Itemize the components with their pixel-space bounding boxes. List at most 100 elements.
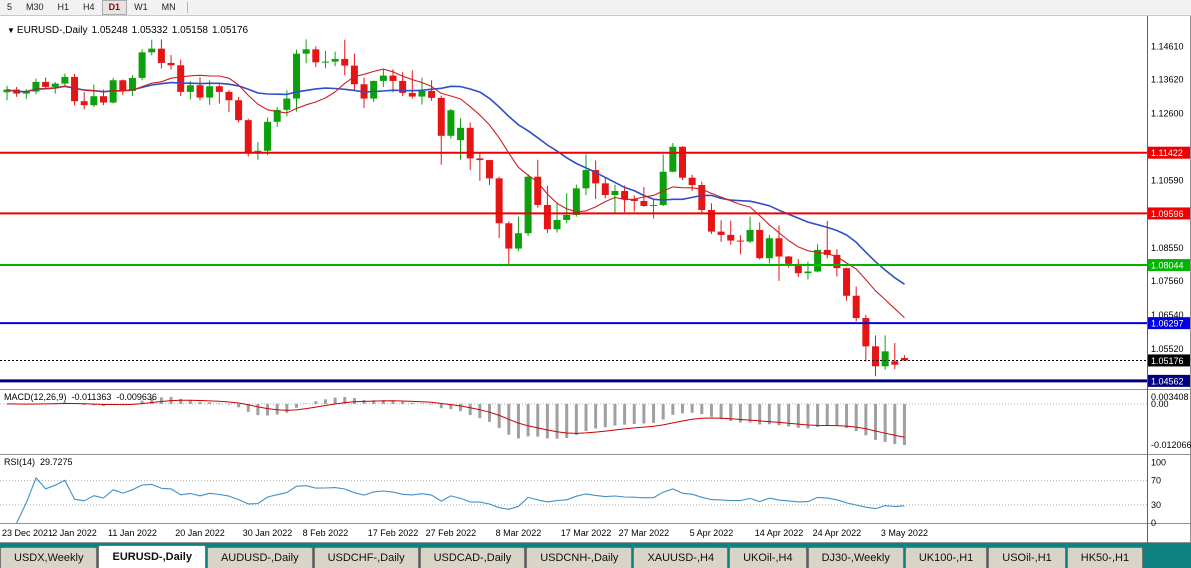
candle-body <box>350 65 358 85</box>
candle-body <box>891 361 899 365</box>
candle-body <box>215 86 223 92</box>
price-axis-label: 1.06540 <box>1151 310 1184 320</box>
timeframe-button-d1[interactable]: D1 <box>101 0 128 15</box>
candle-body <box>621 191 629 199</box>
symbol-dropdown-icon[interactable]: ▼ <box>7 26 15 35</box>
candle-body <box>852 295 860 319</box>
price-axis-label: 1.12600 <box>1151 109 1184 119</box>
macd-main-value: -0.011363 <box>71 392 112 402</box>
price-axis-label: 1.13620 <box>1151 75 1184 85</box>
date-label: 17 Feb 2022 <box>368 528 419 538</box>
level-badge-label: 1.11422 <box>1151 148 1183 158</box>
candle-body <box>71 76 79 102</box>
date-label: 11 Jan 2022 <box>108 528 157 538</box>
candle-body <box>553 219 561 230</box>
timeframe-button-mn[interactable]: MN <box>161 2 176 12</box>
candle-body <box>900 358 908 361</box>
chart-tab-usdchf-daily[interactable]: USDCHF-,Daily <box>313 547 419 568</box>
candle-body <box>447 110 455 136</box>
candle-body <box>399 80 407 93</box>
timeframe-button-h1[interactable]: H1 <box>57 2 70 12</box>
price-axis-label: 1.05520 <box>1151 344 1184 354</box>
candle-body <box>804 271 812 274</box>
date-label: 24 Apr 2022 <box>813 528 862 538</box>
chart-tab-dj30-weekly[interactable]: DJ30-,Weekly <box>807 547 904 568</box>
candle-body <box>225 91 233 101</box>
chart-tab-usdcnh-daily[interactable]: USDCNH-,Daily <box>526 547 633 568</box>
candle-body <box>630 198 638 201</box>
candle-body <box>872 346 879 367</box>
chart-tab-ukoil-h4[interactable]: UKOil-,H4 <box>729 547 807 568</box>
date-label: 2 Jan 2022 <box>52 528 97 538</box>
candle-body <box>379 75 387 81</box>
candle-body <box>746 229 754 242</box>
chart-svg[interactable]: 1.14610 1.13620 1.12600 1.10590 1.08550 1.075… <box>0 0 1191 543</box>
level-badge-label: 1.04562 <box>1151 376 1184 386</box>
chart-tab-usdcad-daily[interactable]: USDCAD-,Daily <box>419 547 526 568</box>
chart-tab-audusd-daily[interactable]: AUDUSD-,Daily <box>206 547 313 568</box>
macd-axis-zero-label: 0.00 <box>1151 399 1169 409</box>
price-axis-label: 1.08550 <box>1151 243 1184 253</box>
timeframe-button-5[interactable]: 5 <box>7 2 13 12</box>
current-price-badge-label: 1.05176 <box>1151 356 1184 366</box>
level-badge-label: 1.06297 <box>1151 319 1184 329</box>
candle-body <box>775 238 783 257</box>
macd-signal-line <box>6 399 905 438</box>
candle-body <box>495 178 503 224</box>
candle-body <box>138 52 146 78</box>
candle-body <box>794 263 802 274</box>
chart-tab-usoil-h1[interactable]: USOil-,H1 <box>988 547 1066 568</box>
chart-tab-hk50-h1[interactable]: HK50-,H1 <box>1066 547 1144 568</box>
candle-body <box>235 100 243 121</box>
candle-body <box>514 233 522 249</box>
candle-body <box>119 80 127 91</box>
candle-body <box>196 85 204 98</box>
candle-body <box>90 96 98 106</box>
macd-title: MACD(12,26,9) <box>4 392 67 402</box>
candle-body <box>843 268 851 296</box>
symbol-ohlc-header: ▼ EURUSD-,Daily 1.05248 1.05332 1.05158 1.051… <box>7 25 252 36</box>
candle-body <box>302 49 310 54</box>
chart-tab-uk100-h1[interactable]: UK100-,H1 <box>904 547 988 568</box>
date-label: 8 Feb 2022 <box>303 528 349 538</box>
timeframe-button-w1[interactable]: W1 <box>134 2 148 12</box>
candle-body <box>283 98 291 110</box>
timeframe-toolbar: 5 M30 H1 H4 D1 W1 MN <box>0 0 1191 16</box>
chart-tab-eurusd-daily[interactable]: EURUSD-,Daily <box>98 545 206 568</box>
candle-body <box>486 160 493 179</box>
date-label: 8 Mar 2022 <box>496 528 542 538</box>
candle-body <box>650 204 658 206</box>
date-label: 27 Feb 2022 <box>426 528 477 538</box>
open-value: 1.05248 <box>91 25 128 36</box>
ma-slow-line <box>6 81 905 285</box>
level-badge <box>1148 259 1190 272</box>
date-label: 20 Jan 2022 <box>175 528 225 538</box>
candle-body <box>408 92 416 97</box>
candle-body <box>157 48 165 63</box>
price-axis-label: 1.10590 <box>1151 175 1184 185</box>
candle-body <box>785 256 793 264</box>
candle-body <box>177 65 185 92</box>
timeframe-button-h4[interactable]: H4 <box>83 2 95 12</box>
candle-body <box>100 96 107 103</box>
level-badge <box>1148 317 1190 330</box>
candle-body <box>437 97 445 136</box>
candle-body <box>814 249 822 272</box>
candle-body <box>254 150 262 153</box>
candle-body <box>3 89 11 93</box>
candle-body <box>563 214 571 220</box>
price-axis-label: 1.14610 <box>1151 42 1184 52</box>
candle-body <box>128 77 136 91</box>
timeframe-button-m30[interactable]: M30 <box>26 2 44 12</box>
candle-body <box>669 146 677 172</box>
candle-body <box>167 62 175 66</box>
chart-tabbar: USDX,Weekly EURUSD-,Daily AUDUSD-,Daily USD… <box>0 543 1191 568</box>
candle-body <box>61 76 69 84</box>
candle-body <box>592 170 600 184</box>
chart-tab-xauusd-h4[interactable]: XAUUSD-,H4 <box>633 547 729 568</box>
macd-axis-max-label: 0.003408 <box>1151 392 1189 402</box>
date-label: 23 Dec 2021 <box>2 528 53 538</box>
candle-body <box>727 234 735 241</box>
chart-tab-usdx-weekly[interactable]: USDX,Weekly <box>0 547 98 568</box>
candle-body <box>601 183 609 196</box>
